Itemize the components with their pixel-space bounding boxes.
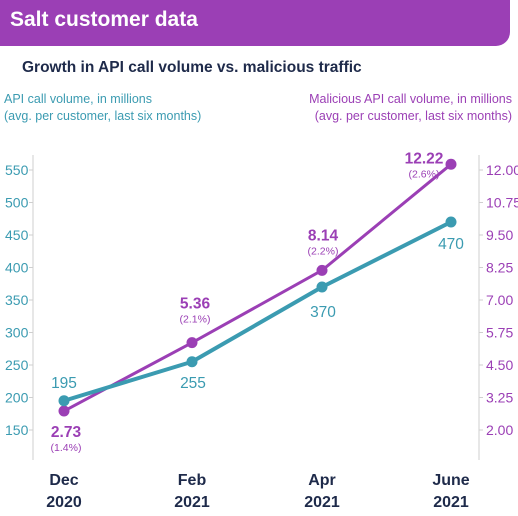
x-tick-label-month: Feb <box>178 472 207 489</box>
left-tick-label: 350 <box>5 292 29 308</box>
series-point-api-volume <box>445 216 457 228</box>
data-sublabel-malicious-percent: (1.4%) <box>51 442 82 454</box>
right-axis-title-line2: (avg. per customer, last six months) <box>314 109 512 123</box>
data-label-malicious: 12.22 <box>405 150 444 167</box>
data-label-malicious: 2.73 <box>51 424 82 441</box>
right-tick-label: 7.00 <box>486 292 513 308</box>
left-tick-label: 450 <box>5 227 29 243</box>
data-sublabel-malicious-percent: (2.6%) <box>409 168 440 180</box>
series-line-malicious <box>63 163 452 413</box>
page-title: Salt customer data <box>10 8 198 31</box>
left-tick-label: 250 <box>5 357 29 373</box>
x-tick-label-year: 2021 <box>174 494 210 511</box>
data-label-api-volume: 255 <box>180 375 206 392</box>
right-tick-label: 3.25 <box>486 390 513 406</box>
right-tick-label: 10.75 <box>486 195 518 211</box>
right-axis-title-line1: Malicious API call volume, in millions <box>309 92 512 106</box>
x-tick-label-year: 2021 <box>304 494 340 511</box>
data-label-api-volume: 195 <box>51 375 77 392</box>
right-tick-label: 2.00 <box>486 422 513 438</box>
right-tick-label: 9.50 <box>486 227 513 243</box>
data-label-api-volume: 470 <box>438 236 464 253</box>
left-tick-label: 150 <box>5 422 29 438</box>
data-sublabel-malicious-percent: (2.2%) <box>308 245 339 257</box>
left-tick-label: 500 <box>5 195 29 211</box>
data-label-malicious: 8.14 <box>308 227 339 244</box>
x-tick-label-month: Apr <box>308 472 336 489</box>
data-label-malicious: 5.36 <box>180 296 211 313</box>
x-tick-label-month: Dec <box>49 472 78 489</box>
left-tick-label: 400 <box>5 260 29 276</box>
series-point-malicious <box>445 158 457 170</box>
series-point-api-volume <box>186 356 198 368</box>
series-point-api-volume <box>58 395 70 407</box>
left-axis-title-line2: (avg. per customer, last six months) <box>4 109 202 123</box>
series-point-api-volume <box>316 281 328 293</box>
chart-title: Growth in API call volume vs. malicious … <box>22 59 362 76</box>
right-tick-label: 12.00 <box>486 162 518 178</box>
right-axis-title: Malicious API call volume, in millions (… <box>309 91 512 125</box>
series-point-malicious <box>58 405 70 417</box>
x-tick-label-year: 2020 <box>46 494 82 511</box>
series-point-malicious <box>316 264 328 276</box>
series-line-api-volume <box>63 220 452 403</box>
left-axis-title-line1: API call volume, in millions <box>4 92 152 106</box>
right-tick-label: 4.50 <box>486 357 513 373</box>
data-sublabel-malicious-percent: (2.1%) <box>180 314 211 326</box>
left-tick-label: 200 <box>5 390 29 406</box>
left-axis-title: API call volume, in millions (avg. per c… <box>4 91 201 125</box>
data-label-api-volume: 370 <box>310 304 336 321</box>
header-banner: Salt customer data <box>0 0 510 46</box>
series-point-malicious <box>186 337 198 349</box>
x-tick-label-month: June <box>432 472 469 489</box>
right-tick-label: 5.75 <box>486 325 513 341</box>
left-tick-label: 550 <box>5 162 29 178</box>
left-tick-label: 300 <box>5 325 29 341</box>
right-tick-label: 8.25 <box>486 260 513 276</box>
x-tick-label-year: 2021 <box>433 494 469 511</box>
